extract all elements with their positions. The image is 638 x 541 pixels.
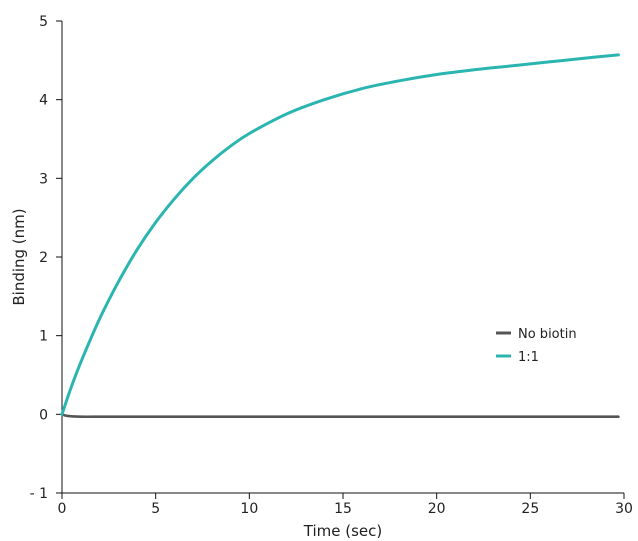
legend-label-1-1: 1:1 bbox=[518, 350, 539, 365]
y-tick-label: - 1 bbox=[30, 486, 48, 502]
y-tick-label: 1 bbox=[39, 329, 48, 345]
y-axis-title: Binding (nm) bbox=[10, 208, 28, 305]
x-tick-label: 25 bbox=[521, 501, 539, 517]
series-line-no-biotin bbox=[60, 413, 620, 419]
y-axis-ticks: - 1 0 1 2 3 4 5 bbox=[30, 14, 62, 502]
y-tick-label: 3 bbox=[39, 171, 48, 187]
x-tick-label: 10 bbox=[240, 501, 258, 517]
series-lines bbox=[60, 53, 620, 419]
y-tick-label: 4 bbox=[39, 93, 48, 109]
x-tick-label: 15 bbox=[334, 501, 352, 517]
x-tick-label: 20 bbox=[428, 501, 446, 517]
series-line-1-1 bbox=[60, 53, 620, 416]
legend-label-no-biotin: No biotin bbox=[518, 327, 577, 342]
x-axis-ticks: 0 5 10 15 20 25 30 bbox=[58, 493, 633, 517]
x-tick-label: 5 bbox=[151, 501, 160, 517]
y-tick-label: 2 bbox=[39, 250, 48, 266]
legend: No biotin 1:1 bbox=[496, 327, 577, 365]
x-tick-label: 30 bbox=[615, 501, 633, 517]
y-tick-label: 5 bbox=[39, 14, 48, 30]
x-axis-title: Time (sec) bbox=[303, 522, 382, 540]
x-tick-label: 0 bbox=[58, 501, 67, 517]
y-tick-label: 0 bbox=[39, 407, 48, 423]
axes bbox=[61, 21, 624, 494]
